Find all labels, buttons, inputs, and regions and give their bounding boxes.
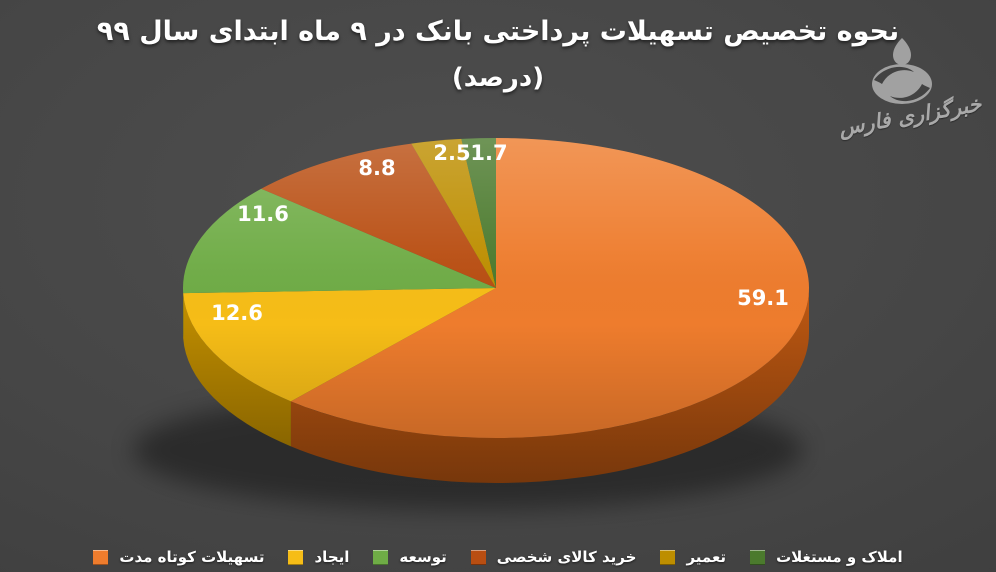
pie-gloss-overlay — [183, 138, 809, 438]
legend-key-swatch-4 — [660, 549, 676, 565]
pie-value-label-3: 8.8 — [358, 156, 395, 180]
legend-label-4: تعمیر — [686, 548, 727, 566]
chart-legend: تسهیلات کوتاه مدت ایجاد توسعه خرید کالای شخ… — [0, 548, 996, 566]
legend-label-2: توسعه — [399, 548, 447, 566]
legend-item-5: املاک و مستغلات — [750, 548, 903, 566]
pie-value-label-5: 1.7 — [470, 141, 507, 165]
legend-item-1: ایجاد — [288, 548, 349, 566]
legend-key-swatch-5 — [750, 549, 766, 565]
legend-item-0: تسهیلات کوتاه مدت — [93, 548, 264, 566]
legend-label-5: املاک و مستغلات — [776, 548, 903, 566]
title-block: نحوه تخصیص تسهیلات پرداختی بانک در ۹ ماه… — [0, 12, 996, 98]
legend-item-2: توسعه — [373, 548, 447, 566]
pie-value-label-1: 12.6 — [211, 301, 263, 325]
pie-value-label-4: 2.5 — [433, 141, 470, 165]
legend-key-swatch-0 — [93, 549, 109, 565]
chart-title: نحوه تخصیص تسهیلات پرداختی بانک در ۹ ماه… — [96, 16, 900, 47]
legend-item-3: خرید کالای شخصی — [470, 548, 637, 566]
legend-key-swatch-3 — [470, 549, 486, 565]
chart-subtitle: (درصد) — [451, 63, 545, 93]
legend-label-3: خرید کالای شخصی — [496, 548, 637, 566]
fars-emblem-icon — [872, 38, 932, 104]
legend-item-4: تعمیر — [660, 548, 726, 566]
fars-news-logo: خبرگزاری فارس — [821, 36, 996, 146]
pie-value-label-0: 59.1 — [737, 286, 789, 310]
pie-value-label-2: 11.6 — [237, 202, 289, 226]
pie-side-wall-0 — [290, 288, 810, 483]
legend-label-1: ایجاد — [314, 548, 350, 566]
legend-key-swatch-2 — [373, 549, 389, 565]
pie-side-wall-1 — [183, 293, 291, 447]
legend-key-swatch-1 — [288, 549, 304, 565]
legend-label-0: تسهیلات کوتاه مدت — [119, 548, 265, 566]
